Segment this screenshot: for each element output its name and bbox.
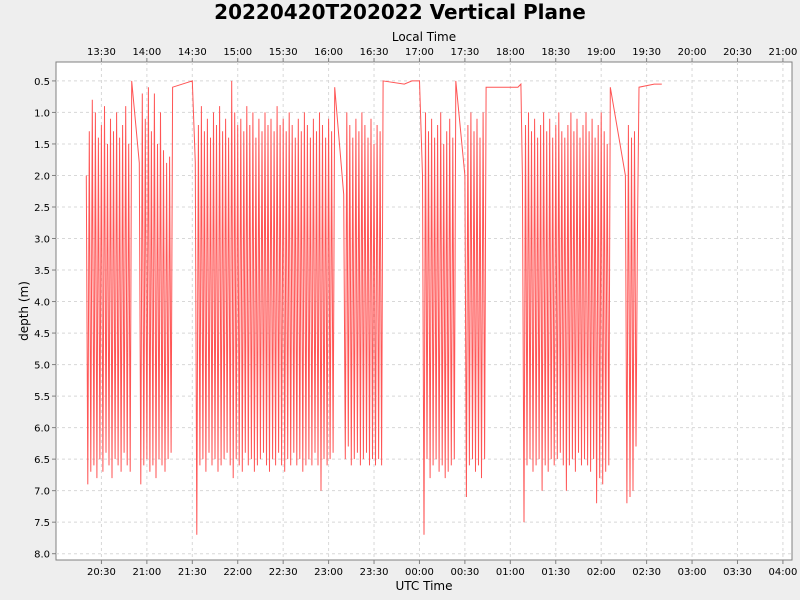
utc-tick-label: 03:00 [678,567,707,578]
y-tick-label: 7.5 [34,518,50,529]
local-tick-label: 13:30 [87,47,116,58]
utc-tick-label: 03:30 [723,567,752,578]
local-tick-label: 18:00 [496,47,525,58]
utc-tick-label: 00:00 [405,567,434,578]
y-tick-label: 1.5 [34,140,50,151]
local-tick-label: 17:00 [405,47,434,58]
local-tick-label: 15:30 [269,47,298,58]
y-tick-label: 8.0 [34,550,50,561]
y-tick-label: 4.5 [34,329,50,340]
x-axis-label: UTC Time [396,579,453,593]
y-tick-label: 4.0 [34,298,50,309]
local-tick-label: 16:00 [314,47,343,58]
utc-tick-label: 02:30 [632,567,661,578]
utc-tick-label: 00:30 [450,567,479,578]
utc-tick-label: 20:30 [87,567,116,578]
y-tick-label: 6.5 [34,455,50,466]
y-tick-label: 0.5 [34,77,50,88]
utc-tick-label: 21:00 [132,567,161,578]
y-axis-ticks: 0.5 1.0 1.5 2.0 2.5 3.0 3.5 4.0 4.5 5.0 5.5 6.0 6.5 7… [34,77,56,561]
local-tick-label: 14:00 [132,47,161,58]
local-tick-label: 15:00 [223,47,252,58]
y-tick-label: 1.0 [34,108,50,119]
local-tick-label: 19:00 [587,47,616,58]
local-tick-label: 20:30 [723,47,752,58]
local-tick-label: 18:30 [541,47,570,58]
utc-tick-label: 01:00 [496,567,525,578]
utc-tick-label: 22:00 [223,567,252,578]
y-tick-label: 3.0 [34,235,50,246]
y-tick-label: 2.0 [34,171,50,182]
utc-tick-label: 01:30 [541,567,570,578]
local-tick-label: 17:30 [450,47,479,58]
depth-series [85,80,662,535]
y-tick-label: 5.5 [34,392,50,403]
chart-title: 20220420T202022 Vertical Plane [214,0,586,24]
grid-lines [56,62,792,560]
y-tick-label: 5.0 [34,361,50,372]
depth-series-line [85,80,662,535]
top-axis-label: Local Time [392,30,456,44]
local-tick-label: 19:30 [632,47,661,58]
utc-tick-label: 23:30 [360,567,389,578]
local-tick-label: 14:30 [178,47,207,58]
y-tick-label: 6.0 [34,424,50,435]
utc-axis-ticks: 20:30 21:00 21:30 22:00 22:30 23:00 23:30 00:00… [87,560,797,578]
utc-tick-label: 21:30 [178,567,207,578]
utc-tick-label: 02:00 [587,567,616,578]
utc-tick-label: 04:00 [768,567,797,578]
utc-tick-label: 23:00 [314,567,343,578]
y-tick-label: 2.5 [34,203,50,214]
utc-tick-label: 22:30 [269,567,298,578]
y-axis-label: depth (m) [17,281,31,341]
local-tick-label: 20:00 [678,47,707,58]
local-axis-ticks: 13:30 14:00 14:30 15:00 15:30 16:00 16:30 17:00… [87,47,797,62]
local-tick-label: 21:00 [768,47,797,58]
y-tick-label: 7.0 [34,487,50,498]
local-tick-label: 16:30 [360,47,389,58]
y-tick-label: 3.5 [34,266,50,277]
